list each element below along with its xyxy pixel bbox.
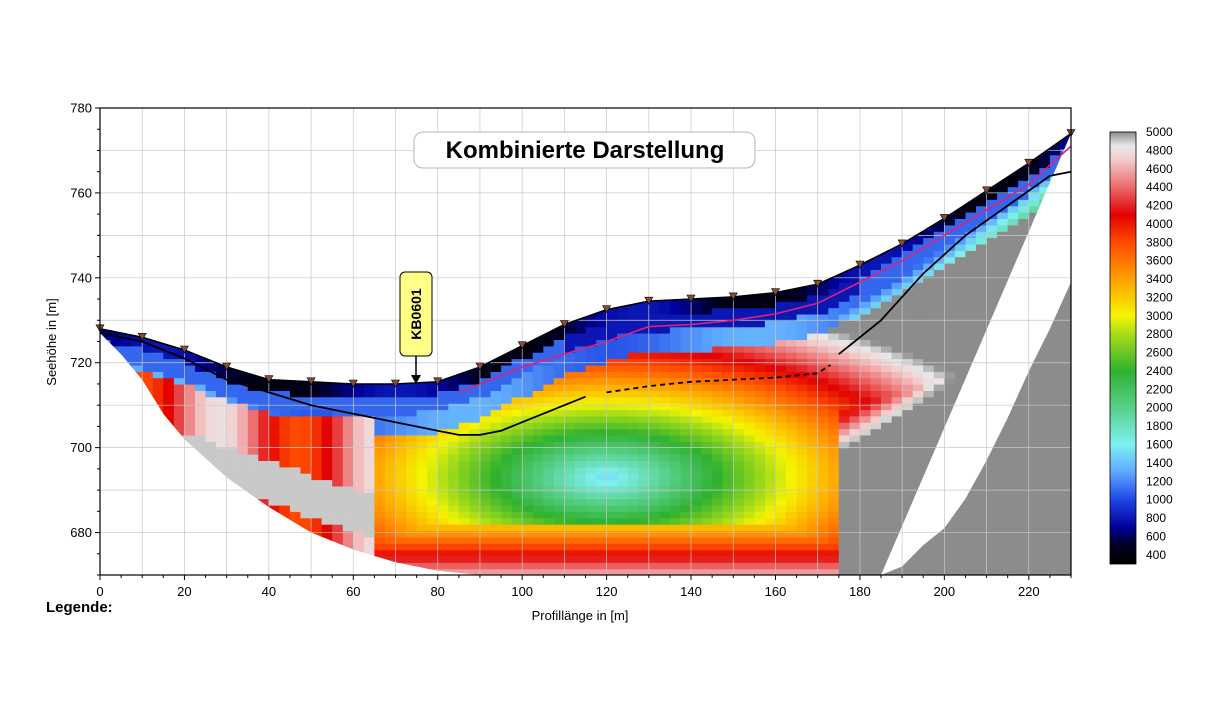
x-tick-label: 220 [1018,584,1040,599]
geophone-marker [1024,158,1034,167]
geophone-marker [348,379,358,388]
interpretation-lines [100,145,1071,436]
geophone-marker [728,292,738,301]
colorbar-tick-label: 2000 [1146,401,1173,415]
geophone-marker [686,294,696,303]
topography-line [99,132,1072,385]
y-tick-label: 700 [70,440,92,455]
colorbar-tick-label: 3200 [1146,290,1173,304]
geophone-marker [390,379,401,388]
x-tick-label: 60 [346,584,360,599]
colorbar-tick-label: 2600 [1146,346,1173,360]
geophone-marker [264,375,274,384]
colorbar-tick-label: 5000 [1146,125,1173,139]
colorbar-tick-label: 4200 [1146,199,1173,213]
geophone-marker [517,341,527,350]
geophone-marker [222,362,232,371]
colorbar-tick-label: 3000 [1146,309,1173,323]
colorbar-tick-label: 600 [1146,529,1166,543]
colorbar-tick-label: 1400 [1146,456,1173,470]
borehole-marker: KB0601 [399,271,433,384]
x-tick-label: 200 [933,584,955,599]
geophone-marker [770,288,781,297]
colorbar-tick-label: 4000 [1146,217,1173,231]
boundary-line-2 [606,364,831,394]
y-tick-label: 720 [70,355,92,370]
x-tick-label: 80 [430,584,444,599]
x-tick-label: 120 [596,584,618,599]
geophone-marker [433,377,443,386]
colorbar-tick-label: 1600 [1146,438,1173,452]
surface-line [95,129,1076,388]
x-axis-title: Profillänge in [m] [532,608,629,623]
chart-title: Kombinierte Darstellung [446,137,725,164]
colorbar-tick-label: 2400 [1146,364,1173,378]
boundary-line-1 [100,332,586,436]
geophone-marker [179,345,189,354]
y-tick-label: 740 [70,270,92,285]
legend-label: Legende: [46,599,113,616]
chart-title-box: Kombinierte Darstellung [413,131,756,169]
x-tick-label: 140 [680,584,702,599]
y-tick-label: 780 [70,101,92,116]
geophone-marker [813,279,823,288]
geophone-marker [897,239,907,248]
geophone-marker [644,296,654,305]
geophone-marker [559,320,569,329]
colorbar-tick-label: 400 [1146,548,1166,562]
colorbar-tick-label: 1000 [1146,493,1173,507]
borehole-label: KB0601 [408,288,424,340]
geophone-marker [602,305,612,314]
colorbar-tick-label: 2200 [1146,382,1173,396]
x-tick-label: 180 [849,584,871,599]
colorbar: 5000 4800 4600 4400 4200 4000 3800 3600 3400 3200… [1109,125,1173,565]
y-tick-label: 760 [70,185,92,200]
colorbar-gradient [1109,131,1137,565]
geophone-marker [475,362,485,371]
y-axis-title: Seehöhe in [m] [44,298,59,385]
arrow-down-icon [411,375,421,384]
colorbar-tick-label: 1200 [1146,474,1173,488]
geophone-marker [137,333,147,341]
geophone-marker [855,260,865,269]
y-tick-label: 680 [70,525,92,540]
geophone-marker [939,214,949,223]
colorbar-tick-label: 4800 [1146,143,1173,157]
boundary-line-4 [458,145,1071,394]
x-tick-label: 100 [511,584,533,599]
x-tick-label: 0 [96,584,103,599]
y-axis: 680 700 720 740 760 780 [70,101,100,576]
colorbar-tick-label: 4400 [1146,180,1173,194]
geophone-marker [306,377,316,386]
geophone-marker [982,186,992,195]
x-axis: 0 20 40 60 80 100 120 140 160 180 200 220 [96,575,1072,599]
x-tick-label: 20 [177,584,191,599]
boundary-line-3 [838,170,1071,355]
x-tick-label: 40 [262,584,276,599]
colorbar-tick-label: 4600 [1146,162,1173,176]
colorbar-tick-label: 2800 [1146,327,1173,341]
colorbar-tick-label: 3400 [1146,272,1173,286]
colorbar-tick-label: 3600 [1146,254,1173,268]
colorbar-tick-label: 3800 [1146,235,1173,249]
colorbar-tick-label: 800 [1146,511,1166,525]
x-tick-label: 160 [765,584,787,599]
colorbar-tick-label: 1800 [1146,419,1173,433]
